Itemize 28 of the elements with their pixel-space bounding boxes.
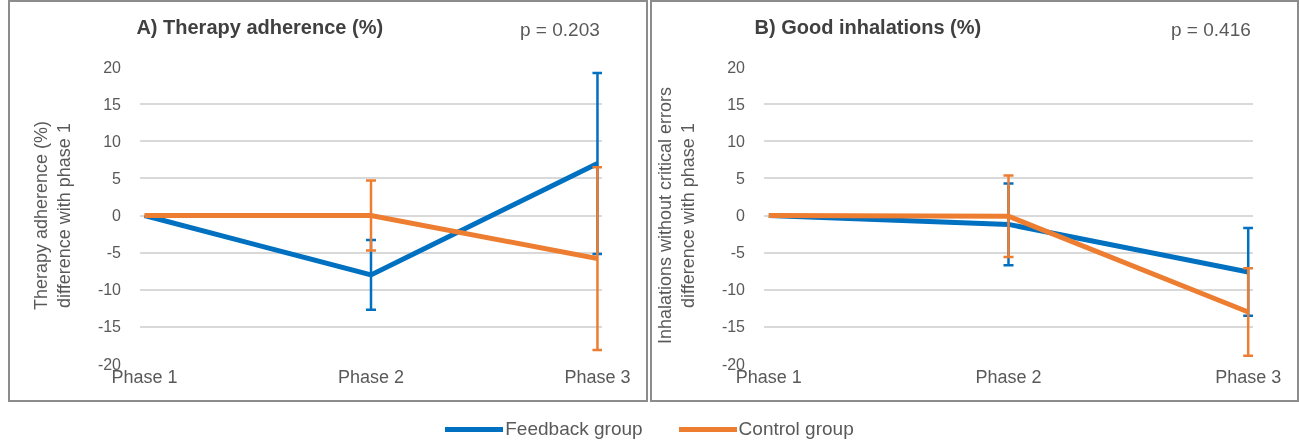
y-tick-label: 5 xyxy=(112,169,122,187)
legend-label: Control group xyxy=(738,418,854,440)
y-tick-label: 20 xyxy=(103,58,122,76)
y-tick-label: -15 xyxy=(721,318,746,336)
y-tick-label: -10 xyxy=(97,281,122,299)
x-tick-label: Phase 2 xyxy=(337,367,405,387)
y-tick-label: -15 xyxy=(97,318,122,336)
y-axis-title: Inhalations without critical errors difference with phase 1 xyxy=(654,86,699,345)
chart-title: B) Good inhalations (%) xyxy=(754,15,982,38)
x-tick-label: Phase 2 xyxy=(975,367,1042,387)
legend-label: Feedback group xyxy=(505,418,643,440)
y-tick-label: 10 xyxy=(103,132,122,150)
text: p = 0.416 xyxy=(1171,19,1251,40)
y-tick-label: 5 xyxy=(736,169,746,187)
y-tick-label: -10 xyxy=(721,281,746,299)
y-tick-label: -5 xyxy=(730,244,746,262)
x-tick-label: Phase 3 xyxy=(1215,367,1282,387)
y-tick-label: 20 xyxy=(727,58,746,76)
y-tick-label: 10 xyxy=(727,132,746,150)
y-tick-label: -5 xyxy=(106,244,122,262)
y-tick-label: 0 xyxy=(112,207,122,225)
chart-title: A) Therapy adherence (%) xyxy=(136,15,384,38)
y-tick-label: 15 xyxy=(103,95,122,113)
y-axis-title: Therapy adherence (%) difference with phase 1 xyxy=(30,120,75,311)
x-tick-label: Phase 3 xyxy=(564,367,631,387)
text: p = 0.203 xyxy=(520,19,600,40)
y-tick-label: 15 xyxy=(727,95,746,113)
y-tick-label: 0 xyxy=(736,207,746,225)
